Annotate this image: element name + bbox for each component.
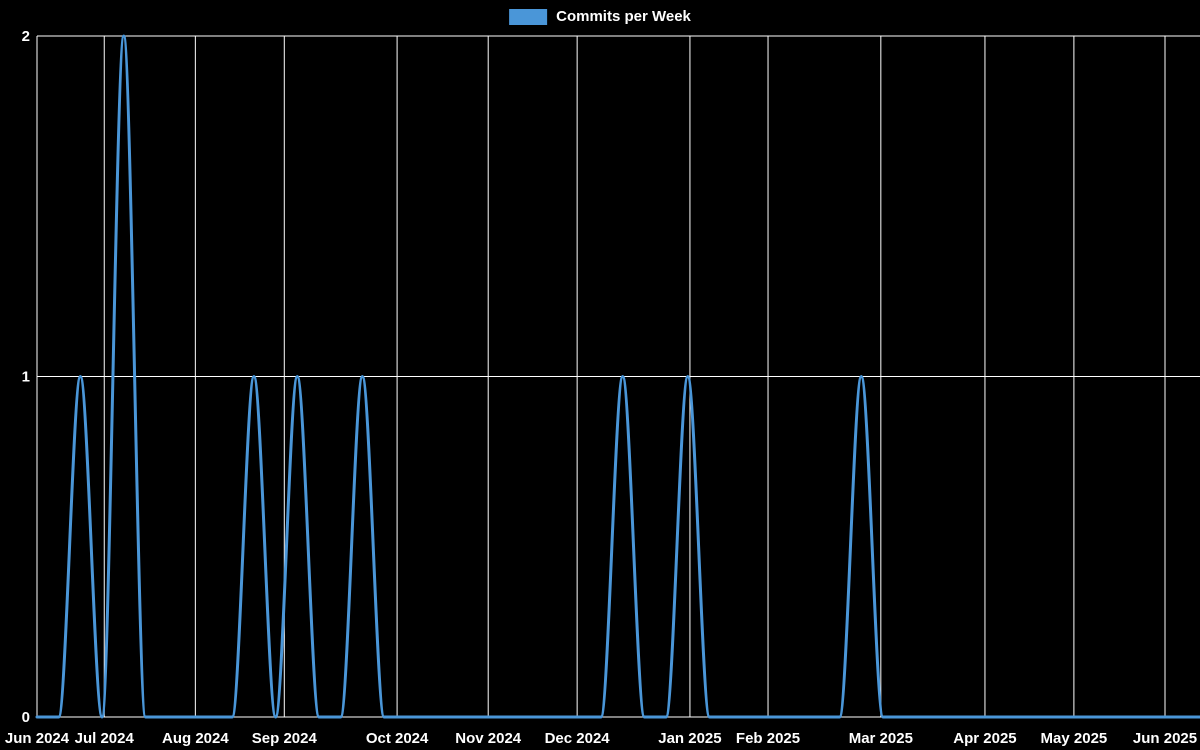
y-tick-label-1: 1 <box>22 369 30 386</box>
x-tick-label: Feb 2025 <box>736 730 800 747</box>
x-tick-label: Jul 2024 <box>75 730 135 747</box>
commits-line-series <box>35 34 1200 719</box>
x-tick-label: Jun 2024 <box>5 730 70 747</box>
x-tick-label: Nov 2024 <box>455 730 522 747</box>
x-tick-label: Oct 2024 <box>366 730 429 747</box>
x-tick-label: Aug 2024 <box>162 730 229 747</box>
x-tick-label: Sep 2024 <box>252 730 318 747</box>
legend-label: Commits per Week <box>556 8 691 25</box>
x-tick-label: Jan 2025 <box>658 730 721 747</box>
x-tick-label: Jun 2025 <box>1133 730 1197 747</box>
x-tick-label: May 2025 <box>1041 730 1108 747</box>
y-tick-label-2: 2 <box>22 28 30 45</box>
legend: Commits per Week <box>509 8 691 25</box>
x-tick-label: Apr 2025 <box>953 730 1016 747</box>
legend-swatch <box>509 8 548 25</box>
y-tick-label-0: 0 <box>22 709 30 726</box>
x-tick-label: Dec 2024 <box>545 730 611 747</box>
x-tick-label: Mar 2025 <box>849 730 913 747</box>
